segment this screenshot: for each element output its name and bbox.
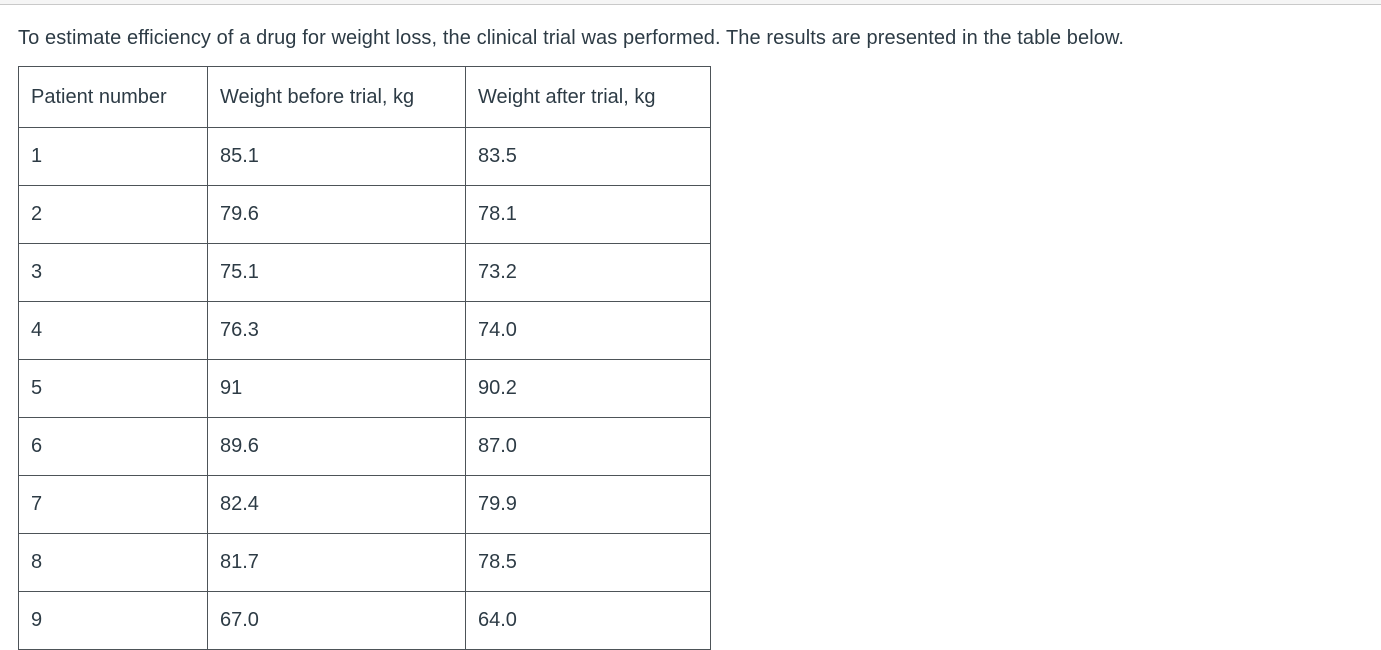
cell-patient-number: 6 [18, 417, 208, 476]
cell-weight-after: 90.2 [465, 359, 711, 418]
column-header-weight-before: Weight before trial, kg [207, 66, 466, 128]
table-row: 4 76.3 74.0 [18, 301, 711, 360]
cell-weight-before: 89.6 [207, 417, 466, 476]
cell-patient-number: 4 [18, 301, 208, 360]
table-row: 6 89.6 87.0 [18, 417, 711, 476]
cell-weight-after: 74.0 [465, 301, 711, 360]
table-row: 8 81.7 78.5 [18, 533, 711, 592]
cell-weight-before: 75.1 [207, 243, 466, 302]
cell-weight-before: 91 [207, 359, 466, 418]
cell-weight-after: 78.1 [465, 185, 711, 244]
cell-weight-after: 87.0 [465, 417, 711, 476]
table-row: 2 79.6 78.1 [18, 185, 711, 244]
column-header-weight-after: Weight after trial, kg [465, 66, 711, 128]
cell-weight-before: 76.3 [207, 301, 466, 360]
cell-weight-before: 81.7 [207, 533, 466, 592]
table-row: 1 85.1 83.5 [18, 127, 711, 186]
cell-weight-before: 85.1 [207, 127, 466, 186]
cell-weight-after: 78.5 [465, 533, 711, 592]
table-row: 3 75.1 73.2 [18, 243, 711, 302]
cell-patient-number: 2 [18, 185, 208, 244]
cell-weight-before: 79.6 [207, 185, 466, 244]
cell-weight-after: 73.2 [465, 243, 711, 302]
cell-patient-number: 5 [18, 359, 208, 418]
table-row: 7 82.4 79.9 [18, 475, 711, 534]
top-divider [0, 0, 1381, 5]
column-header-patient-number: Patient number [18, 66, 208, 128]
question-prompt: To estimate efficiency of a drug for wei… [18, 27, 1125, 49]
cell-patient-number: 1 [18, 127, 208, 186]
table-header-row: Patient number Weight before trial, kg W… [18, 66, 711, 128]
cell-patient-number: 7 [18, 475, 208, 534]
cell-weight-after: 83.5 [465, 127, 711, 186]
cell-weight-before: 82.4 [207, 475, 466, 534]
table-row: 5 91 90.2 [18, 359, 711, 418]
cell-patient-number: 3 [18, 243, 208, 302]
cell-patient-number: 8 [18, 533, 208, 592]
question-content: To estimate efficiency of a drug for wei… [0, 24, 1381, 650]
results-table: Patient number Weight before trial, kg W… [18, 66, 711, 650]
cell-weight-after: 79.9 [465, 475, 711, 534]
